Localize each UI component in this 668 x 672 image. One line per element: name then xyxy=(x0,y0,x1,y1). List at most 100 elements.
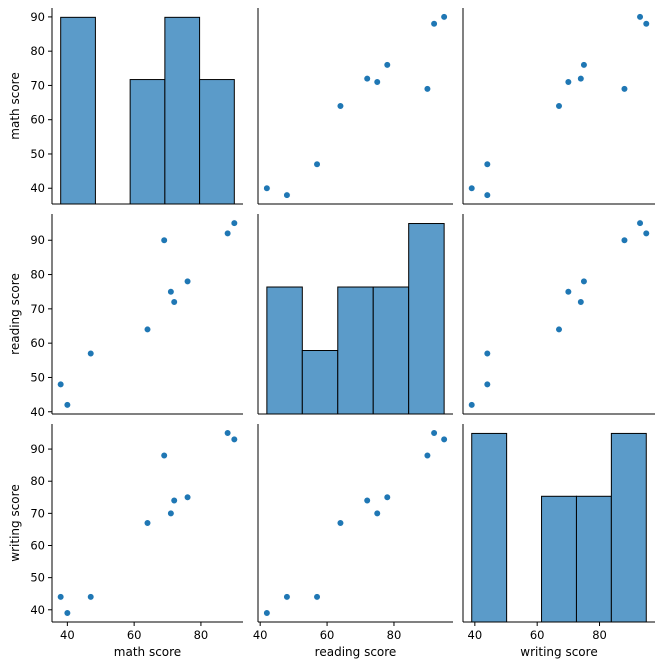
ytick-label-writing-score-0: 40 xyxy=(30,603,45,617)
xlabel-reading-score: reading score xyxy=(315,645,397,659)
ylabel-reading-score: reading score xyxy=(8,273,22,355)
hist-bar-reading-score-2 xyxy=(337,286,374,415)
scatter-point-math-score-vs-writing-score-9 xyxy=(636,13,644,21)
scatter-point-reading-score-vs-math-score-3 xyxy=(143,325,152,334)
scatter-point-math-score-vs-writing-score-2 xyxy=(483,160,491,168)
ytick-label-writing-score-3: 70 xyxy=(30,506,45,520)
scatter-point-writing-score-vs-reading-score-2 xyxy=(313,593,321,601)
scatter-point-math-score-vs-reading-score-4 xyxy=(423,85,432,93)
hist-bar-writing-score-4 xyxy=(610,432,647,623)
scatter-point-writing-score-vs-math-score-6 xyxy=(170,496,178,505)
scatter-point-reading-score-vs-writing-score-6 xyxy=(577,298,585,306)
scatter-point-math-score-vs-reading-score-6 xyxy=(363,74,371,83)
scatter-point-writing-score-vs-math-score-0 xyxy=(57,593,65,601)
scatter-point-writing-score-vs-math-score-1 xyxy=(63,609,71,617)
scatter-point-writing-score-vs-math-score-3 xyxy=(143,519,152,527)
scatter-point-writing-score-vs-reading-score-4 xyxy=(423,451,432,460)
ylabel-math-score: math score xyxy=(8,72,22,139)
scatter-point-math-score-vs-writing-score-5 xyxy=(564,78,572,86)
scatter-point-math-score-vs-reading-score-5 xyxy=(373,78,381,86)
scatter-point-math-score-vs-reading-score-0 xyxy=(283,191,291,199)
scatter-point-writing-score-vs-reading-score-8 xyxy=(430,429,438,437)
scatter-point-math-score-vs-writing-score-6 xyxy=(577,74,585,83)
scatter-point-reading-score-vs-math-score-5 xyxy=(167,288,175,296)
scatter-point-math-score-vs-reading-score-3 xyxy=(336,102,345,110)
hist-bar-math-score-2 xyxy=(129,79,166,205)
xlabel-math-score: math score xyxy=(114,645,181,659)
scatter-point-reading-score-vs-writing-score-8 xyxy=(642,229,650,237)
scatter-point-math-score-vs-writing-score-4 xyxy=(620,85,629,93)
scatter-point-writing-score-vs-math-score-7 xyxy=(183,493,192,501)
hist-bar-writing-score-2 xyxy=(541,495,577,623)
scatter-point-math-score-vs-writing-score-1 xyxy=(468,184,476,192)
scatter-point-reading-score-vs-writing-score-1 xyxy=(468,401,476,409)
scatter-point-reading-score-vs-math-score-2 xyxy=(87,349,95,358)
scatter-point-math-score-vs-reading-score-1 xyxy=(263,184,271,192)
scatter-point-reading-score-vs-math-score-8 xyxy=(224,229,232,237)
scatter-point-reading-score-vs-math-score-4 xyxy=(160,236,168,244)
scatter-point-math-score-vs-reading-score-7 xyxy=(383,61,391,69)
hist-bar-reading-score-3 xyxy=(372,286,410,415)
ylabel-writing-score: writing score xyxy=(8,484,22,561)
scatter-point-reading-score-vs-writing-score-0 xyxy=(483,380,491,388)
ytick-label-math-score-2: 60 xyxy=(30,113,45,127)
xtick-label-math-score-0: 40 xyxy=(60,628,75,642)
hist-bar-math-score-3 xyxy=(164,16,201,205)
xtick-label-writing-score-0: 40 xyxy=(468,628,483,642)
hist-bar-math-score-4 xyxy=(199,79,235,205)
scatter-point-math-score-vs-reading-score-2 xyxy=(313,160,321,168)
scatter-point-writing-score-vs-reading-score-7 xyxy=(383,493,391,501)
scatter-point-writing-score-vs-math-score-5 xyxy=(167,509,175,517)
scatter-point-writing-score-vs-reading-score-6 xyxy=(363,496,371,505)
xtick-label-math-score-1: 60 xyxy=(127,628,142,642)
ytick-label-math-score-5: 90 xyxy=(30,10,45,24)
scatter-point-reading-score-vs-writing-score-7 xyxy=(580,277,588,286)
scatter-point-reading-score-vs-math-score-9 xyxy=(230,219,238,227)
scatter-point-writing-score-vs-reading-score-0 xyxy=(283,593,291,601)
scatter-point-writing-score-vs-math-score-2 xyxy=(87,593,95,601)
hist-bar-writing-score-0 xyxy=(471,432,508,623)
scatter-point-reading-score-vs-writing-score-5 xyxy=(564,288,572,296)
xtick-label-math-score-2: 80 xyxy=(194,628,209,642)
ytick-label-reading-score-1: 50 xyxy=(30,370,45,384)
xtick-label-reading-score-2: 80 xyxy=(387,628,402,642)
scatter-point-writing-score-vs-math-score-8 xyxy=(224,429,232,437)
scatter-point-writing-score-vs-math-score-9 xyxy=(230,435,238,444)
scatter-point-reading-score-vs-math-score-0 xyxy=(57,380,65,388)
ytick-label-writing-score-2: 60 xyxy=(30,539,45,553)
scatter-point-reading-score-vs-writing-score-3 xyxy=(555,325,563,334)
scatter-point-writing-score-vs-reading-score-5 xyxy=(373,509,381,517)
hist-bar-reading-score-4 xyxy=(408,223,445,415)
scatter-point-reading-score-vs-math-score-6 xyxy=(170,298,178,306)
scatter-point-reading-score-vs-math-score-1 xyxy=(63,401,71,409)
scatter-point-writing-score-vs-reading-score-9 xyxy=(440,435,448,444)
scatter-point-math-score-vs-writing-score-0 xyxy=(483,191,491,199)
ytick-label-math-score-1: 50 xyxy=(30,147,45,161)
ytick-label-writing-score-4: 80 xyxy=(30,474,45,488)
hist-bar-reading-score-0 xyxy=(266,286,303,415)
xtick-label-writing-score-2: 80 xyxy=(592,628,607,642)
ytick-label-reading-score-5: 90 xyxy=(30,233,45,247)
scatter-point-writing-score-vs-reading-score-3 xyxy=(336,519,345,527)
scatter-point-reading-score-vs-writing-score-9 xyxy=(636,219,644,227)
ytick-label-writing-score-5: 90 xyxy=(30,442,45,456)
xlabel-writing-score: writing score xyxy=(520,645,597,659)
xtick-label-writing-score-1: 60 xyxy=(530,628,545,642)
scatter-point-math-score-vs-reading-score-8 xyxy=(430,20,438,28)
scatter-point-math-score-vs-writing-score-7 xyxy=(580,61,588,69)
ytick-label-reading-score-0: 40 xyxy=(30,405,45,419)
scatter-point-writing-score-vs-reading-score-1 xyxy=(263,609,271,617)
xtick-label-reading-score-1: 60 xyxy=(320,628,335,642)
scatter-point-math-score-vs-writing-score-8 xyxy=(642,20,650,28)
hist-bar-reading-score-1 xyxy=(301,350,339,415)
ytick-label-math-score-0: 40 xyxy=(30,181,45,195)
scatter-point-math-score-vs-writing-score-3 xyxy=(555,102,563,110)
ytick-label-reading-score-4: 80 xyxy=(30,268,45,282)
ytick-label-writing-score-1: 50 xyxy=(30,571,45,585)
scatter-point-writing-score-vs-math-score-4 xyxy=(160,451,168,460)
ytick-label-reading-score-2: 60 xyxy=(30,336,45,350)
ytick-label-math-score-4: 80 xyxy=(30,44,45,58)
hist-bar-math-score-0 xyxy=(60,16,96,205)
hist-bar-writing-score-3 xyxy=(575,495,612,623)
